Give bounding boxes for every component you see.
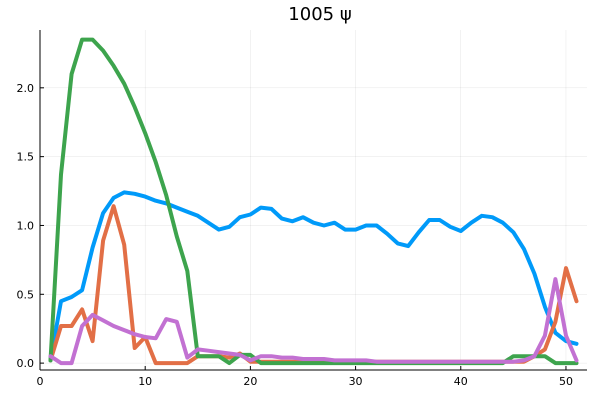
x-tick-label: 40 [454, 375, 468, 388]
x-tick-label: 30 [349, 375, 363, 388]
grid [39, 30, 587, 370]
y-tick-label: 0.5 [17, 288, 35, 301]
x-tick-label: 20 [243, 375, 257, 388]
y-tick-label: 0.0 [17, 357, 35, 370]
series-line-4 [48, 277, 579, 366]
y-tick-label: 2.0 [17, 82, 35, 95]
series-line-2 [48, 204, 579, 366]
x-tick-label: 10 [138, 375, 152, 388]
axes: 0 10 20 30 40 50 0.0 0.5 1.0 1.5 2.0 [17, 30, 587, 388]
y-tick-label: 1.5 [17, 151, 35, 164]
x-tick-label: 50 [559, 375, 573, 388]
series-line-1 [48, 190, 579, 363]
y-tick-label: 1.0 [17, 219, 35, 232]
series-group [48, 37, 579, 366]
chart-title: 1005 ψ [288, 4, 351, 25]
x-tick-label: 0 [37, 375, 44, 388]
